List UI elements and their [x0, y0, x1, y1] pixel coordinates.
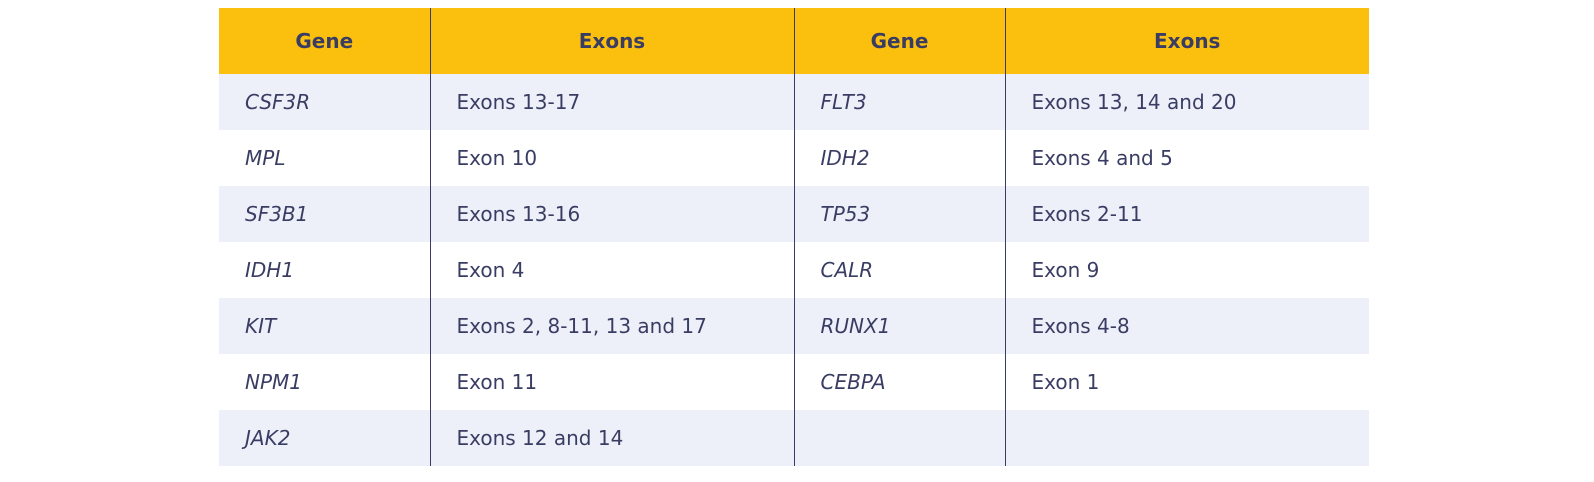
gene-cell: FLT3 [793, 74, 1005, 130]
exons-cell: Exon 11 [429, 354, 794, 410]
header-row: Gene Exons Gene Exons [219, 8, 1369, 74]
gene-cell: IDH1 [219, 242, 430, 298]
gene-cell: SF3B1 [219, 186, 430, 242]
exons-cell: Exons 13-17 [429, 74, 794, 130]
exons-cell: Exons 2-11 [1004, 186, 1369, 242]
header-gene-2: Gene [793, 8, 1005, 74]
gene-cell: RUNX1 [793, 298, 1005, 354]
gene-cell: MPL [219, 130, 430, 186]
exons-cell: Exon 1 [1004, 354, 1369, 410]
table-row: KIT Exons 2, 8-11, 13 and 17 RUNX1 Exons… [219, 298, 1369, 354]
gene-cell: CEBPA [793, 354, 1005, 410]
table-row: NPM1 Exon 11 CEBPA Exon 1 [219, 354, 1369, 410]
gene-cell [793, 410, 1005, 466]
table-row: SF3B1 Exons 13-16 TP53 Exons 2-11 [219, 186, 1369, 242]
exons-cell: Exons 13, 14 and 20 [1004, 74, 1369, 130]
exons-cell: Exon 9 [1004, 242, 1369, 298]
table-row: CSF3R Exons 13-17 FLT3 Exons 13, 14 and … [219, 74, 1369, 130]
gene-cell: CALR [793, 242, 1005, 298]
gene-cell: KIT [219, 298, 430, 354]
exons-cell: Exon 10 [429, 130, 794, 186]
exons-cell: Exons 12 and 14 [429, 410, 794, 466]
table-row: IDH1 Exon 4 CALR Exon 9 [219, 242, 1369, 298]
exons-cell: Exons 4-8 [1004, 298, 1369, 354]
exons-cell: Exons 4 and 5 [1004, 130, 1369, 186]
header-exons-2: Exons [1004, 8, 1369, 74]
header-exons-1: Exons [429, 8, 794, 74]
exons-cell: Exons 2, 8-11, 13 and 17 [429, 298, 794, 354]
exons-cell: Exon 4 [429, 242, 794, 298]
gene-cell: IDH2 [793, 130, 1005, 186]
gene-cell: JAK2 [219, 410, 430, 466]
gene-exon-table: Gene Exons Gene Exons CSF3R Exons 13-17 … [219, 8, 1369, 466]
gene-cell: CSF3R [219, 74, 430, 130]
exons-cell: Exons 13-16 [429, 186, 794, 242]
gene-cell: NPM1 [219, 354, 430, 410]
table-row: MPL Exon 10 IDH2 Exons 4 and 5 [219, 130, 1369, 186]
table-row: JAK2 Exons 12 and 14 [219, 410, 1369, 466]
header-gene-1: Gene [219, 8, 430, 74]
gene-cell: TP53 [793, 186, 1005, 242]
exons-cell [1004, 410, 1369, 466]
